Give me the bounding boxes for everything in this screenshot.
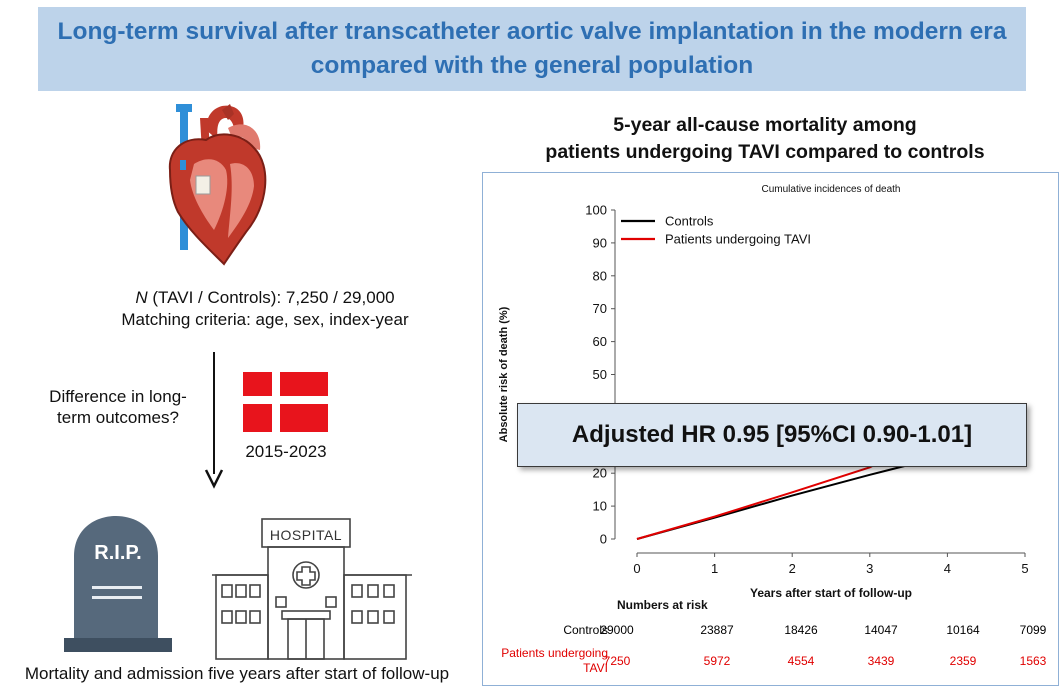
denmark-flag-icon [243,372,328,432]
risk-row-label: TAVI [583,661,608,675]
question-text: Difference in long- term outcomes? [49,387,187,427]
y-tick-label: 10 [593,499,607,514]
tombstone-icon [64,516,172,652]
series-line-tavi [636,462,879,540]
chart-heading: 5-year all-cause mortality among patient… [545,114,985,163]
n-symbol: N [135,288,148,307]
y-tick-label: 100 [585,203,607,218]
y-tick-label: 90 [593,235,607,250]
cohort-size-label: N (TAVI / Controls): 7,250 / 29,000 [100,287,430,308]
risk-value: 4554 [788,654,815,668]
risk-value: 7250 [604,654,631,668]
risk-value: 3439 [868,654,895,668]
x-tick-label: 1 [711,561,718,576]
hazard-ratio-text: Adjusted HR 0.95 [95%CI 0.90-1.01] [571,421,973,448]
x-axis-label: Years after start of follow-up [750,586,912,600]
risk-value: 2359 [950,654,977,668]
matching-criteria: Matching criteria: age, sex, index-year [121,310,409,329]
risk-value: 29000 [600,623,634,637]
risk-value: 23887 [700,623,734,637]
hospital-icon [212,518,412,660]
y-axis-label: Absolute risk of death (%) [498,306,510,442]
risk-value: 10164 [946,623,980,637]
legend-label: Controls [665,214,714,229]
risk-value: 14047 [864,623,898,637]
page-title: Long-term survival after transcatheter a… [57,18,1007,79]
cohort-size-text: (TAVI / Controls): 7,250 / 29,000 [147,288,395,307]
y-tick-label: 20 [593,466,607,481]
heart-icon [168,104,267,266]
y-tick-label: 80 [593,268,607,283]
hospital-sign: HOSPITAL [269,527,343,543]
x-tick-label: 2 [789,561,796,576]
hazard-ratio-box: Adjusted HR 0.95 [95%CI 0.90-1.01] [517,403,1027,467]
y-tick-label: 70 [593,301,607,316]
study-period: 2015-2023 [245,442,327,461]
risk-value: 1563 [1020,654,1047,668]
y-tick-label: 50 [593,367,607,382]
bottom-caption: Mortality and admission five years after… [24,664,450,683]
y-tick-label: 60 [593,334,607,349]
down-arrow-icon [204,352,224,489]
y-tick-label: 0 [600,532,607,547]
x-tick-label: 4 [944,561,951,576]
x-tick-label: 5 [1021,561,1028,576]
x-tick-label: 3 [866,561,873,576]
risk-table-title: Numbers at risk [617,598,708,612]
risk-value: 5972 [704,654,731,668]
risk-row-label: Controls [563,623,608,637]
chart-title: Cumulative incidences of death [762,184,901,195]
risk-value: 7099 [1020,623,1047,637]
title-banner: Long-term survival after transcatheter a… [38,7,1026,91]
x-tick-label: 0 [633,561,640,576]
risk-row-label: Patients undergoing [501,646,608,660]
legend-label: Patients undergoing TAVI [665,232,811,247]
tombstone-text: R.I.P. [94,542,142,564]
km-chart: Cumulative incidences of death0102030405… [498,184,1047,675]
risk-value: 18426 [784,623,818,637]
